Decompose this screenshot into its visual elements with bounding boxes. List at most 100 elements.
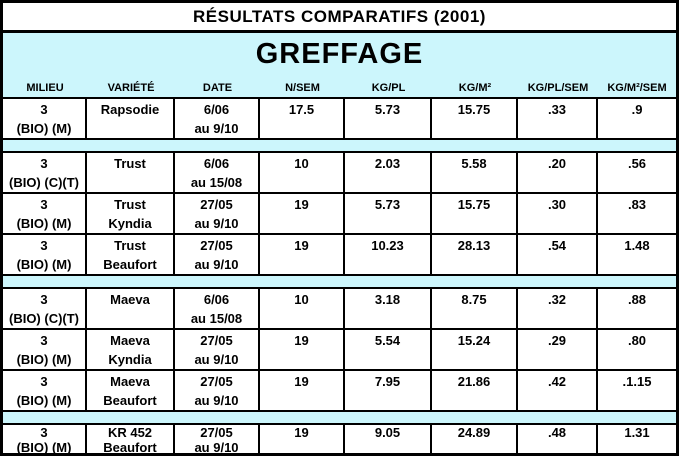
cell-line: Maeva: [110, 333, 150, 348]
column-header-milieu: MILIEU: [26, 82, 64, 94]
table-row: 3 (BIO) (M) Rapsodie 6/06 au 9/10 17.5 5.73 15.…: [3, 97, 676, 138]
cell-line: 9.05: [374, 425, 401, 440]
cell-line: 21.86: [457, 374, 491, 389]
cell-line: (BIO) (C)(T): [8, 175, 80, 190]
cell-kg-m2: 24.89: [432, 425, 518, 453]
cell-line: 6/06: [203, 156, 230, 171]
cell-line: Maeva: [110, 292, 150, 307]
separator-band: [3, 138, 676, 151]
cell-line: Kyndia: [108, 352, 152, 367]
cell-kg-m2: 15.24: [432, 330, 518, 369]
cell-line: (BIO) (M): [16, 352, 72, 367]
page-title: RÉSULTATS COMPARATIFS (2001): [3, 3, 676, 33]
cell-kg-pl-sem: .33: [518, 99, 598, 138]
cell-variete: Rapsodie: [87, 99, 175, 138]
cell-line: au 15/08: [190, 311, 243, 326]
cell-line: 19: [294, 197, 309, 212]
cell-n-sem: 19: [260, 425, 345, 453]
cell-line: 8.75: [461, 292, 487, 307]
cell-line: 7.95: [374, 374, 401, 389]
cell-kg-m2: 21.86: [432, 371, 518, 410]
cell-line: 17.5: [288, 102, 315, 117]
cell-line: 6/06: [203, 102, 230, 117]
cell-line: 3: [40, 333, 48, 348]
cell-line: au 15/08: [190, 175, 243, 190]
cell-date: 6/06 au 15/08: [175, 153, 260, 192]
cell-line: Beaufort: [103, 440, 157, 455]
cell-line: .9: [631, 102, 643, 117]
cell-variete: Trust: [87, 153, 175, 192]
table-row: 3 (BIO) (M) KR 452 Beaufort 27/05 au 9/10 19 9.…: [3, 423, 676, 455]
cell-line: au 9/10: [194, 440, 239, 455]
cell-line: (BIO) (M): [16, 216, 72, 231]
cell-date: 27/05 au 9/10: [175, 235, 260, 274]
cell-line: KR 452: [107, 425, 153, 440]
cell-kg-m2-sem: .80: [598, 330, 676, 369]
cell-kg-m2-sem: .83: [598, 194, 676, 233]
cell-n-sem: 17.5: [260, 99, 345, 138]
column-header-kg-m2: KG/M²: [458, 82, 492, 94]
cell-kg-m2-sem: 1.31: [598, 425, 676, 453]
cell-line: 5.58: [461, 156, 487, 171]
cell-line: .30: [547, 197, 567, 212]
cell-line: Maeva: [110, 374, 150, 389]
cell-kg-m2-sem: 1.48: [598, 235, 676, 274]
cell-n-sem: 19: [260, 371, 345, 410]
cell-line: au 9/10: [194, 393, 239, 408]
cell-line: 5.54: [374, 333, 401, 348]
cell-line: .80: [627, 333, 647, 348]
cell-line: (BIO) (C)(T): [8, 311, 80, 326]
cell-kg-pl: 3.18: [345, 289, 432, 328]
table-row: 3 (BIO) (M) Trust Kyndia 27/05 au 9/10 19 5.73 1…: [3, 192, 676, 233]
cell-kg-m2-sem: .1.15: [598, 371, 676, 410]
cell-n-sem: 19: [260, 235, 345, 274]
cell-line: Trust: [114, 197, 146, 212]
cell-kg-pl: 5.54: [345, 330, 432, 369]
cell-line: 3.18: [374, 292, 401, 307]
cell-line: .32: [547, 292, 567, 307]
cell-line: .56: [627, 156, 647, 171]
cell-line: 24.89: [457, 425, 491, 440]
cell-line: (BIO) (M): [16, 257, 72, 272]
cell-line: .29: [547, 333, 567, 348]
cell-line: 15.75: [457, 102, 491, 117]
cell-line: 19: [294, 374, 309, 389]
cell-kg-m2: 8.75: [432, 289, 518, 328]
cell-date: 6/06 au 9/10: [175, 99, 260, 138]
cell-line: Kyndia: [108, 216, 152, 231]
cell-line: 3: [40, 102, 48, 117]
cell-date: 27/05 au 9/10: [175, 425, 260, 455]
cell-line: 27/05: [200, 238, 233, 253]
cell-line: 19: [294, 333, 309, 348]
cell-line: 10: [294, 156, 309, 171]
cell-kg-m2-sem: .9: [598, 99, 676, 138]
cell-line: 27/05: [200, 425, 233, 440]
cell-line: 1.48: [624, 238, 650, 253]
cell-line: 19: [294, 425, 309, 440]
cell-line: (BIO) (M): [16, 393, 72, 408]
cell-line: 3: [40, 238, 48, 253]
cell-kg-pl-sem: .48: [518, 425, 598, 453]
cell-kg-pl: 2.03: [345, 153, 432, 192]
table-row: 3 (BIO) (M) Maeva Beaufort 27/05 au 9/10 19 7.9…: [3, 369, 676, 410]
cell-line: .33: [547, 102, 567, 117]
cell-n-sem: 19: [260, 330, 345, 369]
column-header-n-sem: N/SEM: [285, 82, 320, 94]
cell-kg-pl-sem: .30: [518, 194, 598, 233]
cell-kg-pl-sem: .29: [518, 330, 598, 369]
cell-line: .88: [627, 292, 647, 307]
cell-n-sem: 19: [260, 194, 345, 233]
cell-line: au 9/10: [194, 352, 239, 367]
cell-kg-m2: 28.13: [432, 235, 518, 274]
cell-milieu: 3 (BIO) (M): [3, 371, 87, 410]
cell-kg-pl-sem: .32: [518, 289, 598, 328]
cell-variete: Maeva: [87, 289, 175, 328]
cell-line: .1.15: [622, 374, 652, 389]
cell-kg-pl: 5.73: [345, 99, 432, 138]
cell-kg-pl: 10.23: [345, 235, 432, 274]
cell-line: 1.31: [624, 425, 650, 440]
cell-line: 3: [40, 197, 48, 212]
cell-line: .83: [627, 197, 647, 212]
cell-variete: Maeva Beaufort: [87, 371, 175, 410]
